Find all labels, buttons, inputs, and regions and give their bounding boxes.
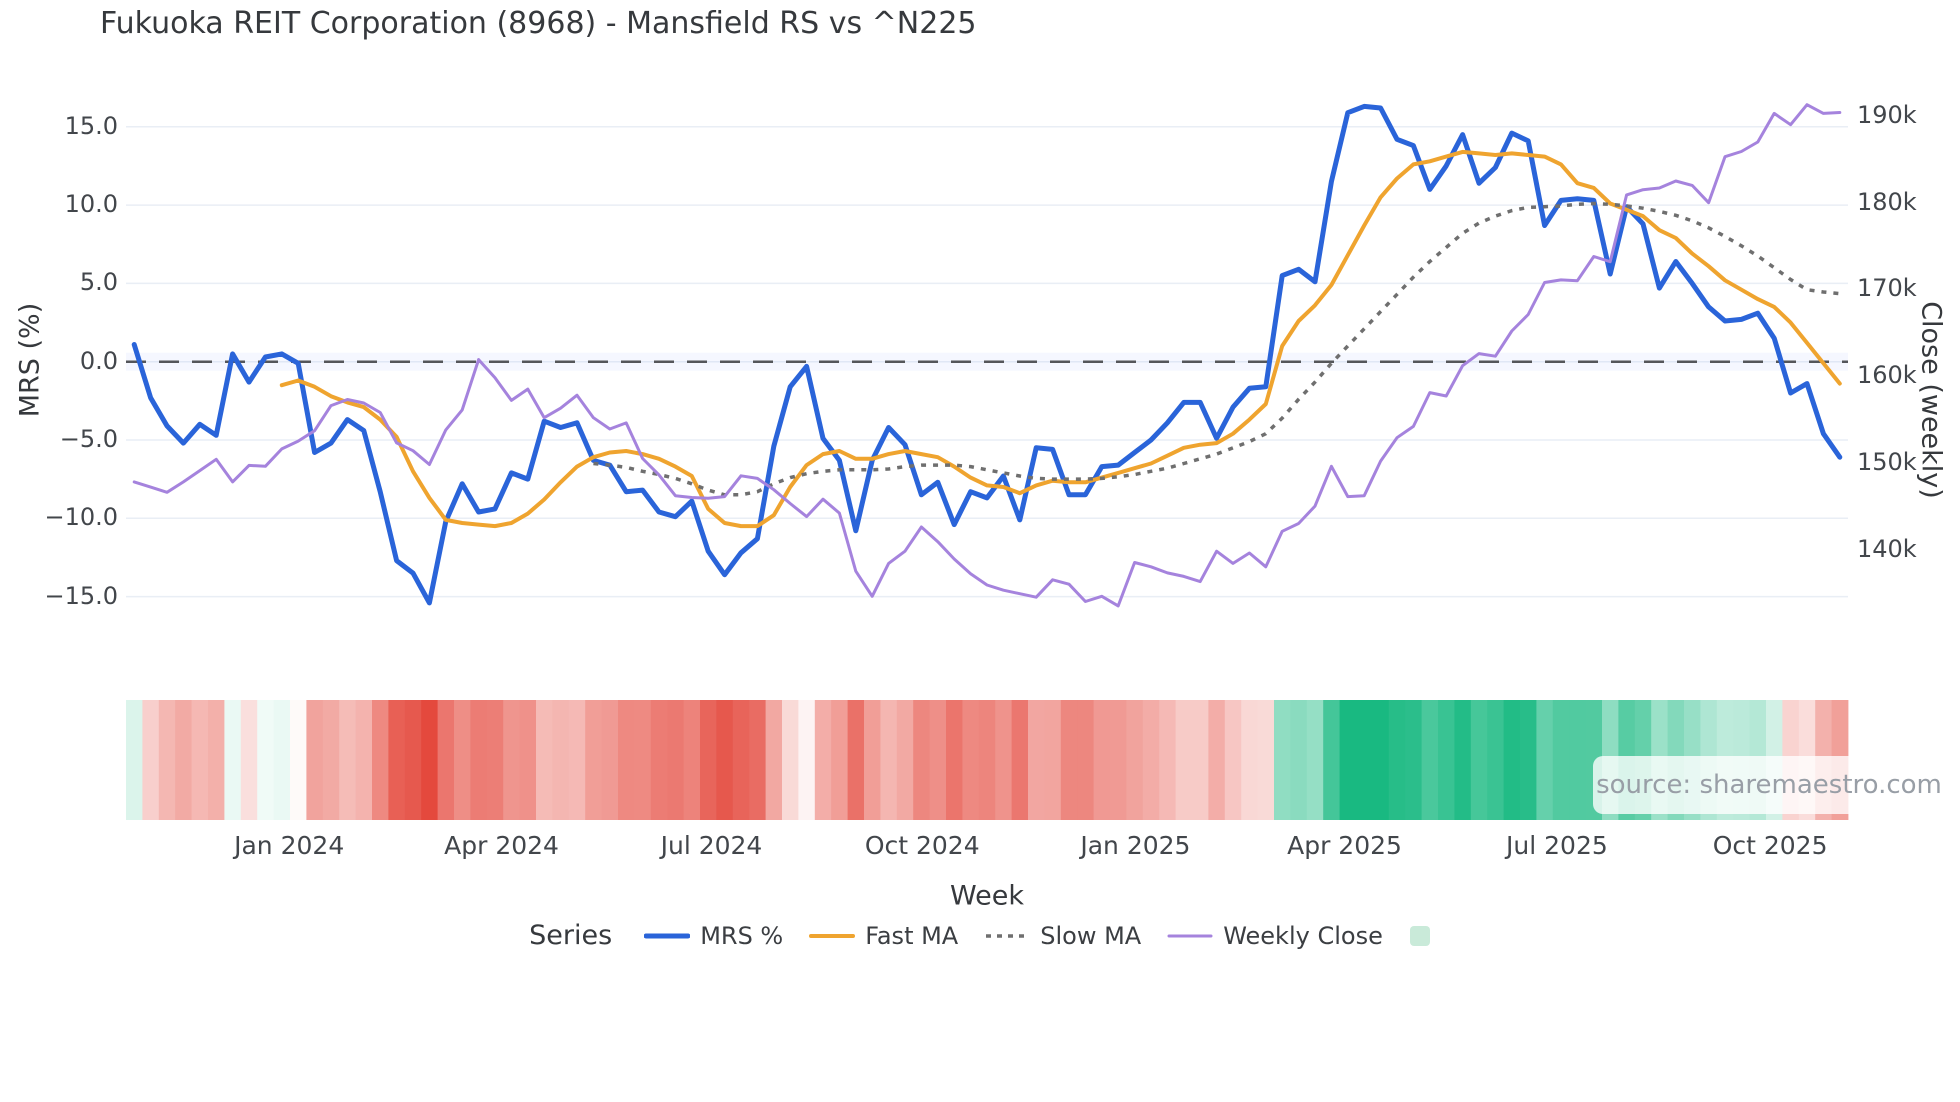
y-left-tick-label: −15.0 bbox=[44, 581, 118, 610]
legend-item-label: MRS % bbox=[700, 921, 784, 950]
y-right-tick-label: 190k bbox=[1857, 101, 1917, 129]
x-tick-label: Oct 2024 bbox=[864, 831, 980, 860]
legend: Series MRS % Fast MA Slow MA Weekly Close bbox=[0, 920, 1960, 951]
x-tick-label: Oct 2025 bbox=[1712, 831, 1828, 860]
heatmap-strip bbox=[126, 700, 1849, 820]
legend-dotted-swatch bbox=[986, 933, 1029, 938]
y-left-tick-label: −10.0 bbox=[44, 503, 118, 532]
y-right-tick-label: 140k bbox=[1857, 534, 1917, 563]
legend-square-swatch bbox=[1409, 925, 1430, 946]
legend-item-slow-ma[interactable]: Slow MA bbox=[984, 922, 1141, 950]
y-left-tick-label: 5.0 bbox=[79, 268, 118, 297]
y-right-tick-label: 150k bbox=[1857, 447, 1917, 476]
x-tick-label: Jan 2025 bbox=[1080, 831, 1191, 860]
x-tick-label: Jan 2024 bbox=[234, 831, 345, 860]
legend-item-label: Slow MA bbox=[1040, 921, 1142, 950]
y-left-tick-label: 15.0 bbox=[64, 111, 118, 140]
series-slow-ma bbox=[593, 201, 1840, 497]
y-right-tick-label: 170k bbox=[1857, 274, 1917, 303]
series-weekly-close bbox=[132, 103, 1842, 608]
x-axis-title: Week bbox=[950, 880, 1024, 912]
legend-item-fast-ma[interactable]: Fast MA bbox=[809, 922, 958, 950]
gridlines bbox=[126, 126, 1848, 598]
y-right-tick-label: 160k bbox=[1857, 361, 1917, 390]
y-axis-right-title: Close (weekly) bbox=[1915, 301, 1947, 499]
x-tick-label: Jul 2025 bbox=[1506, 831, 1608, 860]
series-mrs- bbox=[131, 103, 1843, 606]
chart-title: Fukuoka REIT Corporation (8968) - Mansfi… bbox=[100, 6, 977, 41]
legend-item-label: Weekly Close bbox=[1223, 921, 1383, 950]
legend-title: Series bbox=[529, 920, 613, 951]
y-left-tick-label: 0.0 bbox=[79, 346, 118, 375]
x-tick-label: Apr 2024 bbox=[444, 831, 559, 860]
y-left-tick-label: 10.0 bbox=[64, 190, 118, 219]
series-fast-ma bbox=[279, 149, 1842, 529]
y-left-tick-label: −5.0 bbox=[59, 425, 118, 453]
legend-line-swatch bbox=[809, 933, 856, 938]
y-right-tick-label: 180k bbox=[1857, 187, 1917, 216]
legend-item-label: Fast MA bbox=[865, 921, 959, 950]
legend-line-swatch bbox=[644, 933, 691, 938]
legend-line-swatch bbox=[1167, 934, 1213, 937]
heatmap-legend-swatch[interactable] bbox=[1409, 925, 1431, 947]
x-tick-label: Jul 2024 bbox=[660, 831, 763, 860]
source-watermark-text: source: sharemaestro.com bbox=[1596, 770, 1942, 800]
source-watermark: source: sharemaestro.com bbox=[1593, 756, 1945, 814]
legend-item-weekly-close[interactable]: Weekly Close bbox=[1167, 922, 1383, 950]
x-tick-label: Apr 2025 bbox=[1287, 831, 1402, 860]
legend-item-mrs-[interactable]: MRS % bbox=[644, 922, 783, 950]
